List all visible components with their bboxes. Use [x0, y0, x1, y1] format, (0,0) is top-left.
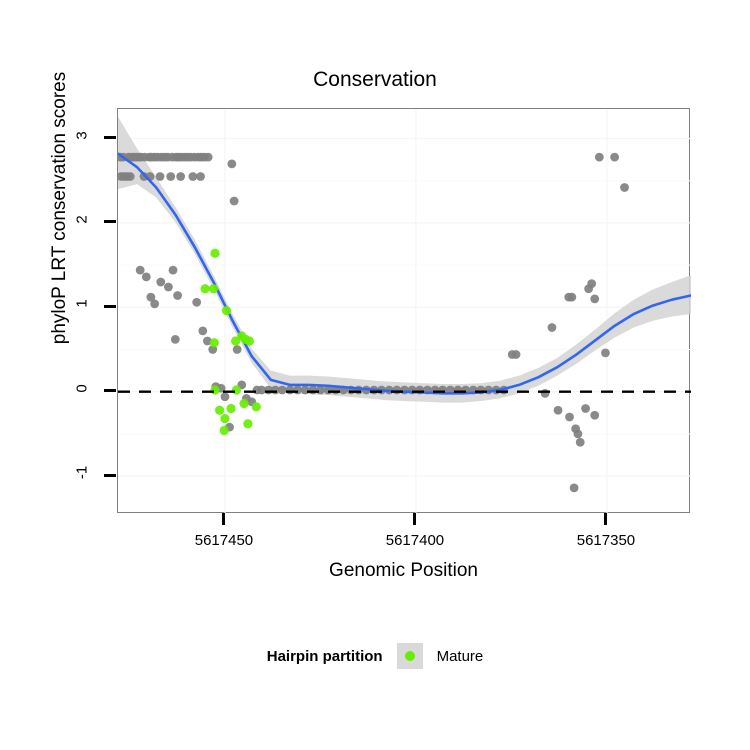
data-point — [221, 306, 232, 316]
data-point — [239, 398, 249, 409]
data-point — [594, 152, 604, 162]
data-point — [231, 336, 241, 346]
data-point — [164, 282, 173, 292]
series-other — [118, 152, 629, 493]
data-point — [601, 348, 610, 358]
data-point — [316, 385, 325, 395]
data-point — [229, 196, 239, 206]
data-point — [150, 299, 160, 309]
data-point — [257, 385, 267, 395]
data-point — [208, 284, 219, 294]
data-point — [565, 412, 574, 422]
data-point — [192, 297, 202, 307]
data-point — [251, 402, 261, 412]
data-point — [540, 388, 550, 398]
y-tick-label: 3 — [73, 130, 91, 140]
data-point — [244, 336, 255, 346]
data-point — [146, 292, 156, 302]
data-point — [231, 385, 242, 395]
data-point — [620, 183, 629, 192]
data-point — [141, 272, 151, 282]
data-point — [208, 345, 218, 354]
data-point — [243, 419, 253, 429]
data-point — [156, 277, 166, 287]
data-point — [202, 336, 212, 346]
data-point — [209, 338, 219, 348]
data-point — [285, 385, 295, 395]
data-point — [155, 172, 165, 181]
y-tick-mark — [104, 389, 116, 393]
x-tick-mark — [222, 513, 226, 525]
data-point — [200, 284, 210, 294]
y-tick-label: 0 — [73, 383, 91, 393]
data-point — [220, 414, 230, 424]
y-tick-mark — [104, 220, 116, 224]
data-point — [573, 429, 583, 439]
series-mature — [200, 248, 261, 436]
data-point — [610, 152, 619, 162]
data-point — [569, 483, 579, 493]
data-point — [198, 326, 208, 336]
plot-panel — [117, 108, 691, 514]
data-point — [232, 345, 242, 354]
data-point — [173, 291, 182, 300]
data-point — [219, 425, 229, 436]
y-axis-title: phyloP LRT conservation scores — [49, 71, 70, 345]
data-point — [226, 403, 236, 414]
legend: Hairpin partition Mature — [0, 643, 750, 669]
x-tick-label: 5617400 — [385, 532, 445, 549]
legend-key-mature[interactable] — [396, 643, 423, 669]
data-point — [567, 292, 577, 302]
page-title: Conservation — [313, 68, 437, 91]
smooth-line — [118, 152, 691, 395]
data-point — [587, 279, 597, 289]
data-point — [547, 323, 557, 332]
data-point — [203, 152, 213, 162]
data-point — [135, 265, 145, 275]
gridlines — [118, 109, 691, 514]
data-point — [277, 385, 287, 395]
data-point — [590, 294, 600, 304]
data-point — [210, 385, 220, 395]
y-tick-label: 1 — [73, 299, 91, 308]
x-tick-mark — [604, 513, 608, 525]
y-tick-label: -1 — [73, 465, 91, 480]
x-axis-title: Genomic Position — [329, 560, 478, 581]
data-point — [575, 437, 585, 447]
data-point — [125, 172, 135, 181]
data-point — [553, 405, 563, 415]
data-point — [188, 172, 198, 181]
data-point — [581, 404, 590, 413]
data-point — [215, 405, 225, 415]
legend-title: Hairpin partition — [266, 647, 383, 665]
data-point — [176, 172, 186, 181]
data-point — [220, 392, 230, 402]
data-point — [170, 334, 180, 344]
data-point — [590, 410, 600, 420]
plot-area — [118, 109, 691, 514]
y-tick-mark — [104, 136, 116, 140]
data-point — [511, 350, 521, 359]
data-point — [308, 385, 318, 395]
data-point — [196, 172, 205, 181]
x-tick-mark — [413, 513, 417, 525]
data-point — [168, 265, 178, 275]
y-tick-label: 2 — [73, 215, 91, 224]
point-icon — [404, 651, 415, 661]
legend-label-mature: Mature — [436, 647, 484, 665]
data-point — [300, 385, 310, 395]
data-point — [210, 248, 220, 258]
data-point — [227, 159, 237, 169]
x-tick-label: 5617450 — [194, 532, 254, 549]
data-point — [166, 172, 176, 181]
data-point — [293, 385, 302, 395]
y-tick-mark — [104, 304, 116, 308]
x-tick-label: 5617350 — [576, 532, 636, 549]
y-tick-mark — [104, 473, 116, 477]
